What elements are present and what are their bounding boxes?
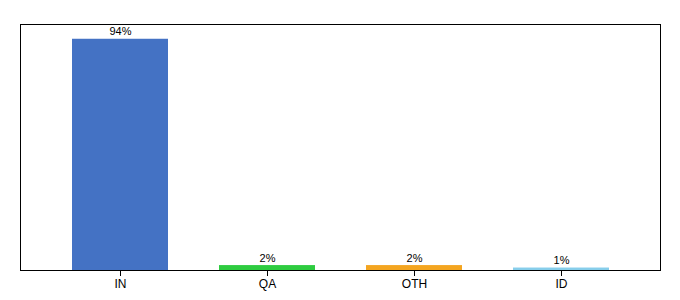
svg-text:ID: ID (556, 277, 568, 291)
svg-text:1%: 1% (554, 254, 570, 266)
svg-text:2%: 2% (260, 252, 276, 264)
svg-text:94%: 94% (109, 25, 131, 37)
svg-text:QA: QA (259, 277, 276, 291)
svg-text:2%: 2% (407, 252, 423, 264)
svg-text:OTH: OTH (402, 277, 427, 291)
svg-text:IN: IN (115, 277, 127, 291)
